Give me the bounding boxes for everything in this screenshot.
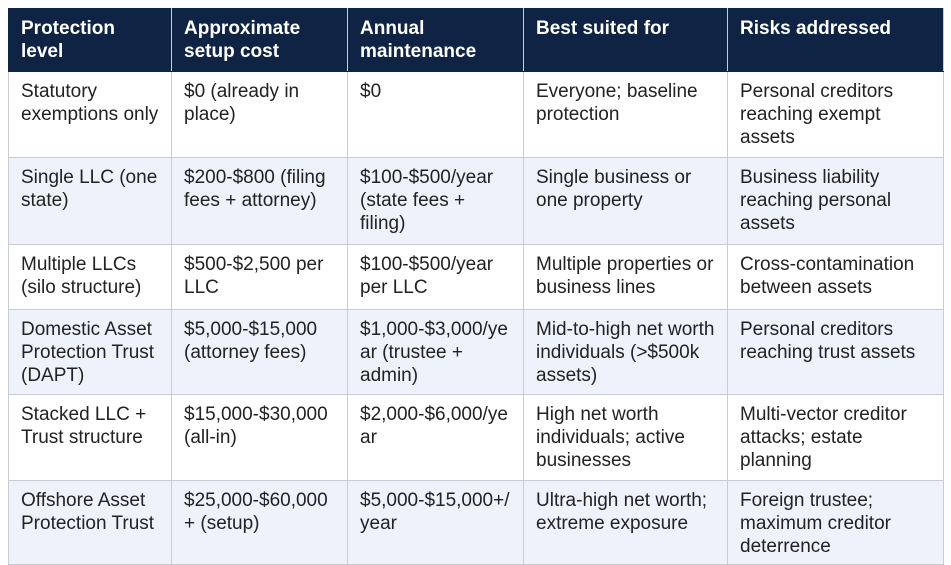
table-cell: $15,000-$30,000 (all-in) — [171, 394, 348, 481]
table-cell: $5,000-$15,000+/year — [347, 480, 524, 565]
table-cell: $0 (already in place) — [171, 71, 348, 158]
table-row: Domestic Asset Protection Trust (DAPT) $5… — [8, 309, 944, 395]
table-cell: Single LLC (one state) — [8, 157, 172, 245]
table-cell: Multiple LLCs (silo structure) — [8, 244, 172, 310]
table-cell: Foreign trustee; maximum creditor deterr… — [727, 480, 944, 565]
table-row: Single LLC (one state) $200-$800 (filing … — [8, 157, 944, 245]
table-row: Offshore Asset Protection Trust $25,000-$… — [8, 480, 944, 565]
table-cell: Domestic Asset Protection Trust (DAPT) — [8, 309, 172, 395]
table-cell: Offshore Asset Protection Trust — [8, 480, 172, 565]
table-row: Multiple LLCs (silo structure) $500-$2,50… — [8, 244, 944, 310]
table-cell: $5,000-$15,000 (attorney fees) — [171, 309, 348, 395]
table-cell: Multi-vector creditor attacks; estate pl… — [727, 394, 944, 481]
table-cell: Personal creditors reaching exempt asset… — [727, 71, 944, 158]
table-cell: Stacked LLC + Trust structure — [8, 394, 172, 481]
table-row: Stacked LLC + Trust structure $15,000-$30… — [8, 394, 944, 481]
table-cell: Multiple properties or business lines — [523, 244, 728, 310]
header-cell: Best suited for — [523, 8, 728, 72]
table-cell: Everyone; baseline protection — [523, 71, 728, 158]
header-cell: Protection level — [8, 8, 172, 72]
table-cell: High net worth individuals; active busin… — [523, 394, 728, 481]
table-cell: $200-$800 (filing fees + attorney) — [171, 157, 348, 245]
table-cell: $100-$500/year (state fees + filing) — [347, 157, 524, 245]
table-cell: $25,000-$60,000+ (setup) — [171, 480, 348, 565]
header-cell: Approximate setup cost — [171, 8, 348, 72]
comparison-table: Protection level Approximate setup cost An… — [8, 8, 944, 565]
table-cell: Single business or one property — [523, 157, 728, 245]
table-cell: Statutory exemptions only — [8, 71, 172, 158]
table-cell: $1,000-$3,000/year (trustee + admin) — [347, 309, 524, 395]
table-cell: Business liability reaching personal ass… — [727, 157, 944, 245]
table-cell: Ultra-high net worth; extreme exposure — [523, 480, 728, 565]
table-cell: Cross-contamination between assets — [727, 244, 944, 310]
table-cell: $0 — [347, 71, 524, 158]
table-cell: $2,000-$6,000/year — [347, 394, 524, 481]
table-cell: Personal creditors reaching trust assets — [727, 309, 944, 395]
table-cell: Mid-to-high net worth individuals (>$500… — [523, 309, 728, 395]
table-row: Statutory exemptions only $0 (already in … — [8, 71, 944, 158]
table-cell: $500-$2,500 per LLC — [171, 244, 348, 310]
header-cell: Risks addressed — [727, 8, 944, 72]
table-cell: $100-$500/year per LLC — [347, 244, 524, 310]
header-row: Protection level Approximate setup cost An… — [8, 8, 944, 72]
header-cell: Annual maintenance — [347, 8, 524, 72]
